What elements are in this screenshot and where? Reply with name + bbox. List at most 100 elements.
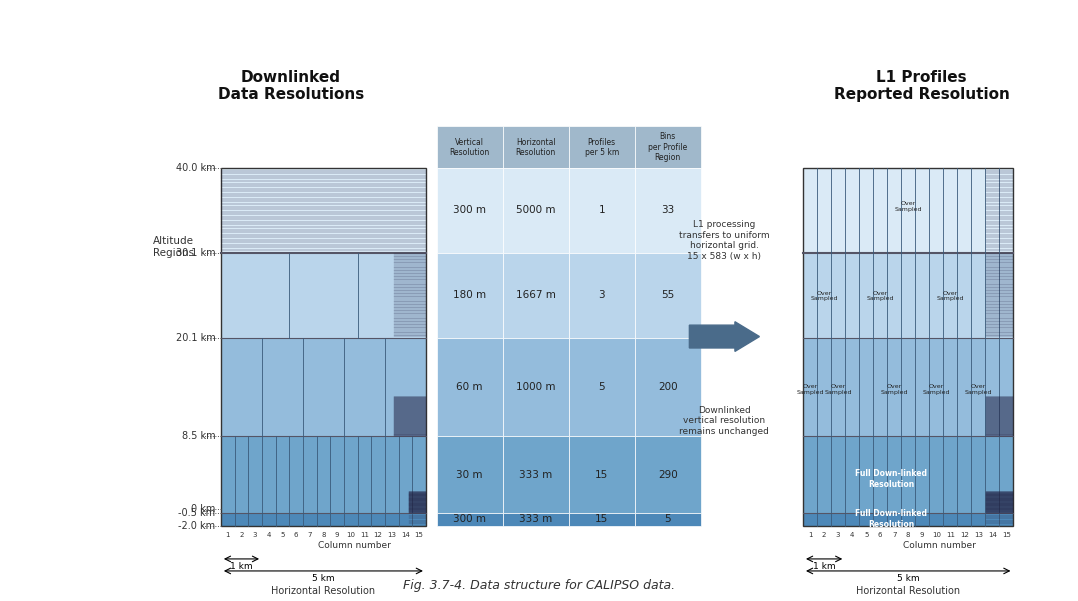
- Text: Over
Sampled: Over Sampled: [895, 201, 922, 212]
- Text: 5: 5: [664, 514, 671, 525]
- Bar: [221, 252, 426, 338]
- Text: 2: 2: [239, 532, 244, 538]
- Text: Fig. 3.7-4. Data structure for CALIPSO data.: Fig. 3.7-4. Data structure for CALIPSO d…: [403, 579, 675, 592]
- Text: Over
Sampled: Over Sampled: [867, 291, 894, 301]
- Bar: [437, 168, 502, 252]
- Text: 60 m: 60 m: [456, 382, 483, 392]
- Text: 1 km: 1 km: [813, 562, 835, 571]
- Text: L1 processing
transfers to uniform
horizontal grid.
15 x 583 (w x h): L1 processing transfers to uniform horiz…: [679, 221, 770, 260]
- Text: 20.1 km: 20.1 km: [176, 333, 216, 343]
- Text: Full Down-linked
Resolution: Full Down-linked Resolution: [856, 510, 927, 529]
- Text: 10: 10: [346, 532, 356, 538]
- Text: Over
Sampled: Over Sampled: [965, 384, 992, 395]
- Text: 30.1 km: 30.1 km: [176, 248, 216, 258]
- Text: 1: 1: [807, 532, 813, 538]
- Bar: [502, 168, 569, 252]
- Text: 333 m: 333 m: [519, 470, 552, 480]
- Text: 13: 13: [973, 532, 983, 538]
- Text: 9: 9: [920, 532, 925, 538]
- Text: 5000 m: 5000 m: [516, 206, 555, 215]
- Text: 1000 m: 1000 m: [516, 382, 555, 392]
- Text: 333 m: 333 m: [519, 514, 552, 525]
- Text: 1: 1: [598, 206, 605, 215]
- Bar: [437, 513, 502, 526]
- Text: Over
Sampled: Over Sampled: [937, 291, 964, 301]
- Text: L1 Profiles
Reported Resolution: L1 Profiles Reported Resolution: [833, 70, 1010, 102]
- Text: 9: 9: [335, 532, 340, 538]
- Bar: [803, 513, 1013, 526]
- Bar: [803, 252, 1013, 338]
- Bar: [437, 126, 502, 168]
- Bar: [569, 168, 635, 252]
- Text: 6: 6: [877, 532, 883, 538]
- Text: Over
Sampled: Over Sampled: [811, 291, 838, 301]
- Text: 5: 5: [598, 382, 605, 392]
- Text: Over
Sampled: Over Sampled: [825, 384, 852, 395]
- Bar: [569, 436, 635, 513]
- Text: Altitude
Regions: Altitude Regions: [153, 236, 194, 258]
- Bar: [803, 338, 1013, 436]
- Text: 7: 7: [307, 532, 312, 538]
- Text: 300 m: 300 m: [453, 206, 486, 215]
- Bar: [803, 168, 1013, 526]
- Text: 15: 15: [1001, 532, 1011, 538]
- Text: 55: 55: [661, 290, 675, 300]
- Text: 3: 3: [253, 532, 258, 538]
- Text: 180 m: 180 m: [453, 290, 486, 300]
- Text: -0.5 km: -0.5 km: [179, 508, 216, 518]
- Text: 1: 1: [225, 532, 230, 538]
- Text: 8: 8: [906, 532, 911, 538]
- Bar: [635, 168, 701, 252]
- Text: Downlinked
Data Resolutions: Downlinked Data Resolutions: [218, 70, 364, 102]
- Bar: [803, 436, 1013, 513]
- Text: 30 m: 30 m: [456, 470, 483, 480]
- Bar: [221, 436, 426, 513]
- Text: Column number: Column number: [318, 541, 390, 550]
- Text: -2.0 km: -2.0 km: [179, 521, 216, 531]
- Bar: [635, 436, 701, 513]
- Text: 300 m: 300 m: [453, 514, 486, 525]
- Text: 8: 8: [321, 532, 326, 538]
- Text: Bins
per Profile
Region: Bins per Profile Region: [648, 132, 688, 162]
- Text: 0 km: 0 km: [191, 504, 216, 514]
- FancyArrow shape: [690, 322, 760, 352]
- Bar: [502, 126, 569, 168]
- Bar: [437, 252, 502, 338]
- Text: 2: 2: [821, 532, 827, 538]
- Text: 5 km: 5 km: [313, 574, 334, 583]
- Bar: [221, 338, 426, 436]
- Bar: [437, 338, 502, 436]
- Text: Horizontal Resolution: Horizontal Resolution: [272, 586, 375, 596]
- Text: 11: 11: [360, 532, 369, 538]
- Text: Column number: Column number: [903, 541, 977, 550]
- Text: 7: 7: [892, 532, 897, 538]
- Text: 3: 3: [598, 290, 605, 300]
- Text: 1667 m: 1667 m: [515, 290, 555, 300]
- Bar: [221, 168, 426, 252]
- Bar: [502, 436, 569, 513]
- Text: 8.5 km: 8.5 km: [182, 432, 216, 442]
- Text: 1 km: 1 km: [231, 562, 252, 571]
- Text: 14: 14: [401, 532, 410, 538]
- Text: Horizontal
Resolution: Horizontal Resolution: [515, 138, 556, 157]
- Text: Over
Sampled: Over Sampled: [923, 384, 950, 395]
- Text: 11: 11: [945, 532, 955, 538]
- Text: 15: 15: [595, 470, 608, 480]
- Text: 15: 15: [415, 532, 424, 538]
- Bar: [635, 338, 701, 436]
- Text: Profiles
per 5 km: Profiles per 5 km: [584, 138, 619, 157]
- Bar: [803, 168, 1013, 252]
- Bar: [635, 513, 701, 526]
- Text: 14: 14: [987, 532, 997, 538]
- Text: 4: 4: [266, 532, 271, 538]
- Text: 200: 200: [658, 382, 677, 392]
- Bar: [569, 338, 635, 436]
- Bar: [502, 513, 569, 526]
- Text: 4: 4: [849, 532, 855, 538]
- Text: 33: 33: [661, 206, 675, 215]
- Text: Over
Sampled: Over Sampled: [881, 384, 908, 395]
- Bar: [635, 252, 701, 338]
- Bar: [221, 513, 426, 526]
- Text: Over
Sampled: Over Sampled: [797, 384, 824, 395]
- Text: 12: 12: [959, 532, 969, 538]
